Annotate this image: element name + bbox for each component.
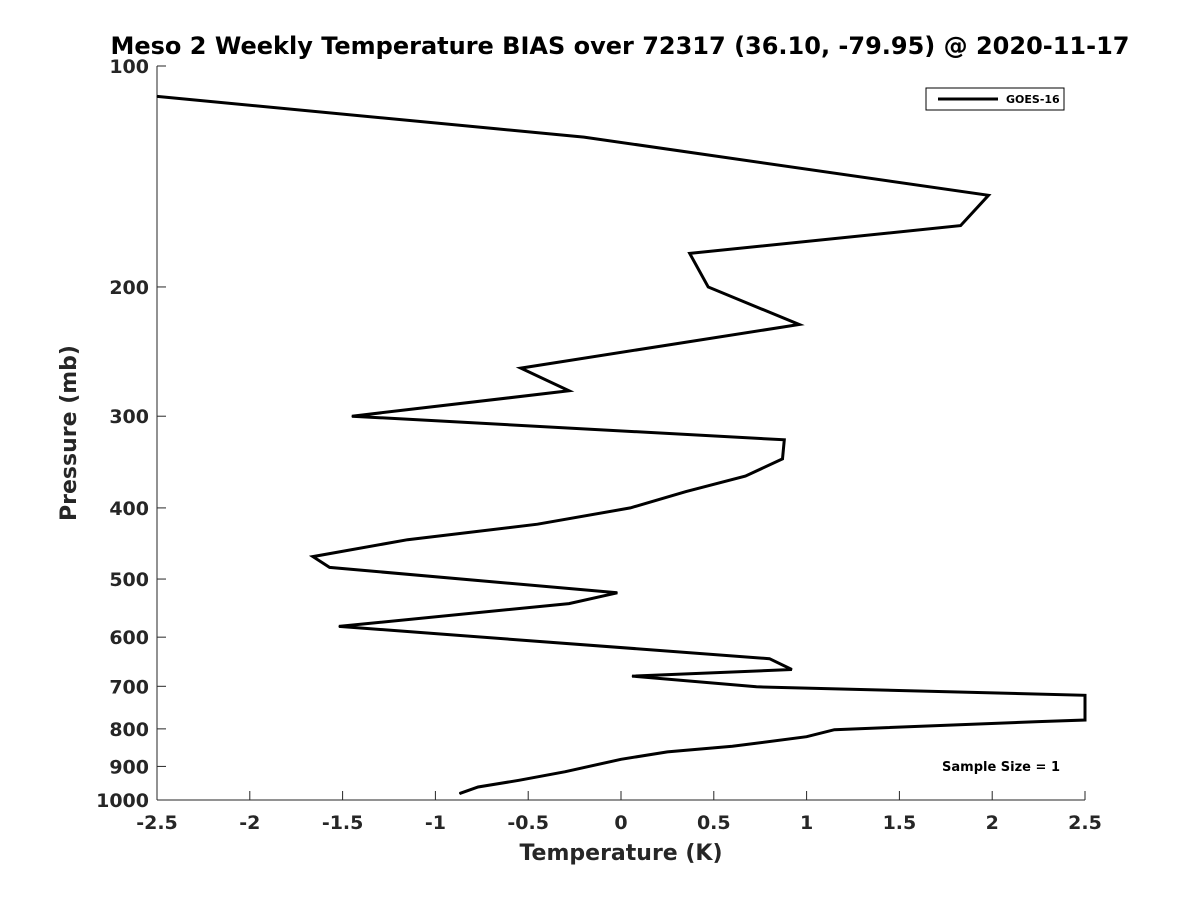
data-point: [1084, 719, 1086, 721]
x-tick-label: -2: [239, 812, 260, 834]
x-tick-label: -2.5: [136, 812, 178, 834]
data-point: [791, 669, 793, 670]
data-point: [156, 95, 158, 97]
data-point: [731, 745, 733, 747]
chart-title: Meso 2 Weekly Temperature BIAS over 7231…: [110, 32, 1129, 60]
data-point: [960, 225, 962, 227]
data-point: [620, 758, 622, 760]
data-point: [798, 324, 800, 325]
data-point: [518, 779, 520, 781]
data-point: [629, 507, 631, 509]
data-point: [783, 439, 785, 441]
data-point: [707, 286, 709, 288]
data-point: [666, 751, 668, 753]
data-point: [806, 736, 808, 738]
data-point: [988, 194, 989, 196]
data-point: [1084, 694, 1086, 696]
data-point: [568, 603, 570, 605]
y-tick-label: 600: [109, 627, 149, 649]
data-point: [520, 367, 522, 369]
x-tick-label: 1: [800, 812, 813, 834]
y-tick-label: 500: [109, 569, 149, 591]
data-point: [351, 415, 353, 417]
data-point: [564, 771, 566, 773]
data-point: [616, 592, 618, 594]
data-point: [756, 686, 757, 688]
x-tick-label: 0: [614, 812, 627, 834]
plot-area: -2.5 -2 -1.5 -1 -0.5 0 0.5 1 1.5 2 2.5 100 200 300 400…: [96, 56, 1102, 834]
y-tick-label: 100: [109, 56, 149, 78]
x-tick-label: 0.5: [697, 812, 731, 834]
data-point: [329, 566, 331, 568]
data-point: [338, 625, 340, 627]
data-point: [782, 458, 783, 460]
x-tick-label: -1.5: [322, 812, 364, 834]
y-tick-label: 400: [109, 498, 149, 520]
x-tick-label: 2.5: [1068, 812, 1102, 834]
data-point: [744, 475, 746, 477]
x-tick-label: 1.5: [883, 812, 917, 834]
data-point: [685, 491, 687, 493]
data-point: [631, 675, 633, 677]
data-point: [459, 793, 460, 795]
y-tick-label: 200: [109, 277, 149, 299]
data-point: [312, 556, 314, 558]
data-point: [583, 136, 585, 138]
data-point: [568, 390, 570, 392]
y-tick-label: 300: [109, 406, 149, 428]
legend-label-goes16: GOES-16: [1006, 93, 1060, 106]
y-axis-label: Pressure (mb): [57, 345, 82, 521]
data-point: [666, 344, 668, 346]
data-point: [1038, 721, 1040, 723]
data-point: [769, 658, 770, 660]
y-tick-label: 800: [109, 719, 149, 741]
y-tick-label: 1000: [96, 790, 149, 812]
x-axis-label: Temperature (K): [519, 841, 722, 866]
x-tick-label: 2: [986, 812, 999, 834]
x-tick-label: -1: [425, 812, 446, 834]
x-tick-label: -0.5: [507, 812, 549, 834]
data-point: [537, 523, 538, 525]
legend: GOES-16: [925, 87, 1065, 111]
y-tick-label: 700: [109, 676, 149, 698]
data-point: [833, 729, 835, 731]
y-tick-label: 900: [109, 756, 149, 778]
data-point: [689, 252, 691, 254]
sample-size-annotation: Sample Size = 1: [942, 760, 1060, 775]
data-point: [407, 539, 409, 541]
data-point: [477, 786, 479, 788]
